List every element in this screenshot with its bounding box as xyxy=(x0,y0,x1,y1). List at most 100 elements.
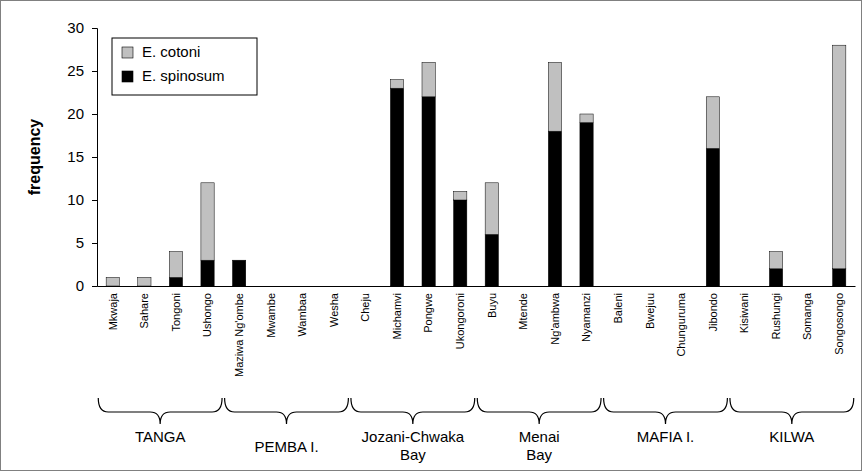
bar-segment xyxy=(201,260,214,286)
x-tick: Ng'ambwa xyxy=(549,292,561,345)
x-tick-label: Jibondo xyxy=(707,293,719,332)
x-tick: Mwambe xyxy=(265,293,277,338)
bar-segment xyxy=(264,286,277,287)
x-tick: Tongoni xyxy=(170,293,182,332)
bar-segment xyxy=(517,286,530,287)
x-tick: Nyamanzi xyxy=(580,293,592,342)
x-axis: Mkwaja Sahare Tongoni Ushongo Maziwa Ng'ombe… xyxy=(98,287,856,378)
group-brace xyxy=(351,398,475,424)
bar-segment xyxy=(232,260,245,286)
bar-segment xyxy=(296,286,309,287)
bar-segment xyxy=(801,286,814,287)
x-tick: Somanga xyxy=(801,292,813,340)
bar-segment xyxy=(548,62,561,131)
group-brace xyxy=(225,398,349,424)
x-tick-label: Nyamanzi xyxy=(580,293,592,342)
x-tick: Michamvi xyxy=(391,293,403,339)
x-tick-label: Michamvi xyxy=(391,293,403,339)
x-tick-label: Songosongo xyxy=(833,293,845,355)
y-tick: 25 xyxy=(67,62,97,79)
bar-segment xyxy=(675,286,688,287)
x-tick-label: Sahare xyxy=(138,293,150,328)
bar-segment xyxy=(611,286,624,287)
bar-segment xyxy=(169,252,182,278)
x-tick: Rushungi xyxy=(770,293,782,339)
x-tick: Pongwe xyxy=(422,293,434,333)
x-tick: Mkwaja xyxy=(107,292,119,330)
bar-segment xyxy=(801,286,814,287)
x-tick-label: Chunguruma xyxy=(675,292,687,356)
bar-segment xyxy=(232,260,245,261)
legend-swatch xyxy=(122,47,133,58)
y-tick-mark xyxy=(92,28,97,29)
x-tick-label: Mwambe xyxy=(265,293,277,338)
y-tick-mark xyxy=(92,71,97,72)
bar-segment xyxy=(201,183,214,260)
y-tick: 0 xyxy=(76,277,97,294)
bar-segment xyxy=(611,286,624,287)
bar-segment xyxy=(643,286,656,287)
x-tick-label: Tongoni xyxy=(170,293,182,332)
bar-segment xyxy=(706,148,719,286)
bar-segment xyxy=(169,277,182,286)
x-tick: Jibondo xyxy=(707,293,719,332)
y-tick-label: 5 xyxy=(76,234,84,251)
x-tick: Mtende xyxy=(517,293,529,330)
group-label-line: Menai xyxy=(519,428,560,445)
group-brace xyxy=(98,398,222,424)
bar-segment xyxy=(833,45,846,269)
bars xyxy=(106,45,846,286)
legend-box xyxy=(112,38,257,95)
bar-segment xyxy=(454,191,467,200)
x-tick-label: Mkwaja xyxy=(107,292,119,330)
x-tick: Wambaa xyxy=(296,292,308,336)
x-tick: Bwejuu xyxy=(644,293,656,329)
x-tick-label: Kisiwani xyxy=(738,293,750,333)
y-tick-mark xyxy=(92,114,97,115)
bar-segment xyxy=(327,286,340,287)
group-label-line: KILWA xyxy=(769,428,814,445)
y-tick-mark xyxy=(92,200,97,201)
y-tick-mark xyxy=(92,286,97,287)
bar-segment xyxy=(359,286,372,287)
legend-swatch xyxy=(122,71,133,82)
group-label: KILWA xyxy=(769,428,814,445)
y-tick: 15 xyxy=(67,148,97,165)
y-tick: 5 xyxy=(76,234,97,251)
series-bars xyxy=(106,45,846,286)
group-label-line: Bay xyxy=(400,446,426,463)
bar-segment xyxy=(422,97,435,286)
group-label: PEMBA I. xyxy=(254,438,318,455)
x-tick-label: Maziwa Ng'ombe xyxy=(233,293,245,377)
x-axis-line xyxy=(98,286,856,287)
legend: E. cotoniE. spinosum xyxy=(112,38,257,95)
x-tick-label: Ushongo xyxy=(201,293,213,337)
x-tick-label: Ukongoroni xyxy=(454,293,466,349)
x-tick: Ushongo xyxy=(201,293,213,337)
bar-segment xyxy=(706,97,719,149)
group-brace xyxy=(477,398,601,424)
y-tick-mark xyxy=(92,243,97,244)
x-tick: Chunguruma xyxy=(675,292,687,356)
group-label-line: TANGA xyxy=(135,428,186,445)
bar-segment xyxy=(485,183,498,235)
bar-segment xyxy=(675,286,688,287)
y-tick: 10 xyxy=(67,191,97,208)
y-axis-line xyxy=(92,29,98,287)
group-label-line: Bay xyxy=(526,446,552,463)
series-bars xyxy=(169,88,846,286)
y-tick-label: 25 xyxy=(67,62,84,79)
x-tick: Wesha xyxy=(328,292,340,327)
group-label: TANGA xyxy=(135,428,186,445)
x-tick: Maziwa Ng'ombe xyxy=(233,293,245,377)
y-tick-label: 30 xyxy=(67,19,84,36)
bar-segment xyxy=(548,131,561,286)
group-brace xyxy=(730,398,854,424)
x-tick-label: Pongwe xyxy=(422,293,434,333)
bar-segment xyxy=(296,286,309,287)
x-tick-label: Mtende xyxy=(517,293,529,330)
x-tick: Sahare xyxy=(138,293,150,328)
y-axis: 051015202530 xyxy=(67,19,97,294)
group-label: Jozani-ChwakaBay xyxy=(362,428,465,463)
bar-segment xyxy=(580,114,593,123)
